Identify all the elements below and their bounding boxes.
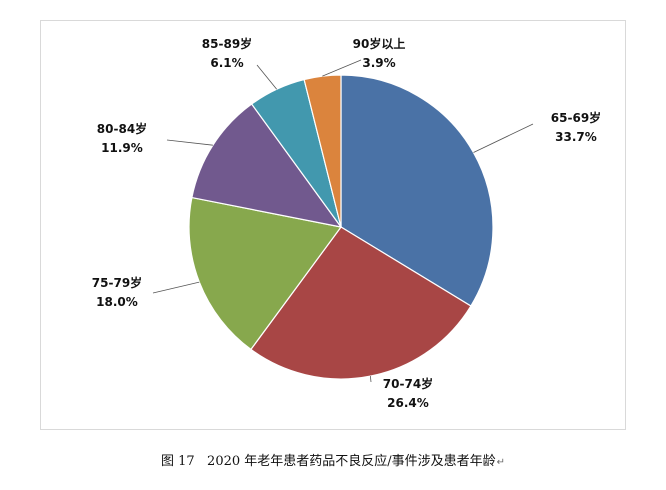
slice-percent-label: 3.9% [362, 56, 395, 70]
chart-frame: 65-69岁 33.7% 70-74岁 26.4% 75-79岁 18.0% 80-84岁 1… [40, 20, 626, 430]
caption-text: 2020 年老年患者药品不良反应/事件涉及患者年龄 [207, 454, 496, 469]
slice-percent-label: 11.9% [101, 141, 143, 155]
slice-category-label: 85-89岁 [202, 36, 252, 51]
slice-category-label: 80-84岁 [97, 121, 147, 136]
pie-slice [250, 226, 472, 380]
slice-percent-label: 6.1% [210, 56, 243, 70]
leader-line [152, 281, 200, 294]
slice-category-label: 75-79岁 [92, 275, 142, 290]
slice-category-label: 90岁以上 [353, 36, 406, 51]
slice-category-label: 70-74岁 [383, 376, 433, 391]
slice-category-label: 65-69岁 [551, 110, 601, 125]
figure-number: 图 17 [160, 454, 195, 469]
slice-percent-label: 18.0% [96, 295, 138, 309]
pie-slice [191, 103, 343, 228]
leader-line [256, 64, 278, 90]
leader-line [166, 139, 213, 146]
paragraph-mark-icon: ↵ [496, 457, 506, 468]
pie-slice [188, 196, 343, 351]
slice-percent-label: 33.7% [555, 130, 597, 144]
leader-line [473, 123, 534, 153]
figure-caption: 图 17 2020 年老年患者药品不良反应/事件涉及患者年龄↵ [0, 450, 666, 469]
leader-line [370, 376, 372, 383]
pie-chart: 65-69岁 33.7% 70-74岁 26.4% 75-79岁 18.0% 80-84岁 1… [92, 36, 601, 410]
leader-line [322, 59, 362, 77]
slice-percent-label: 26.4% [387, 396, 429, 410]
pie-slice [340, 74, 494, 307]
